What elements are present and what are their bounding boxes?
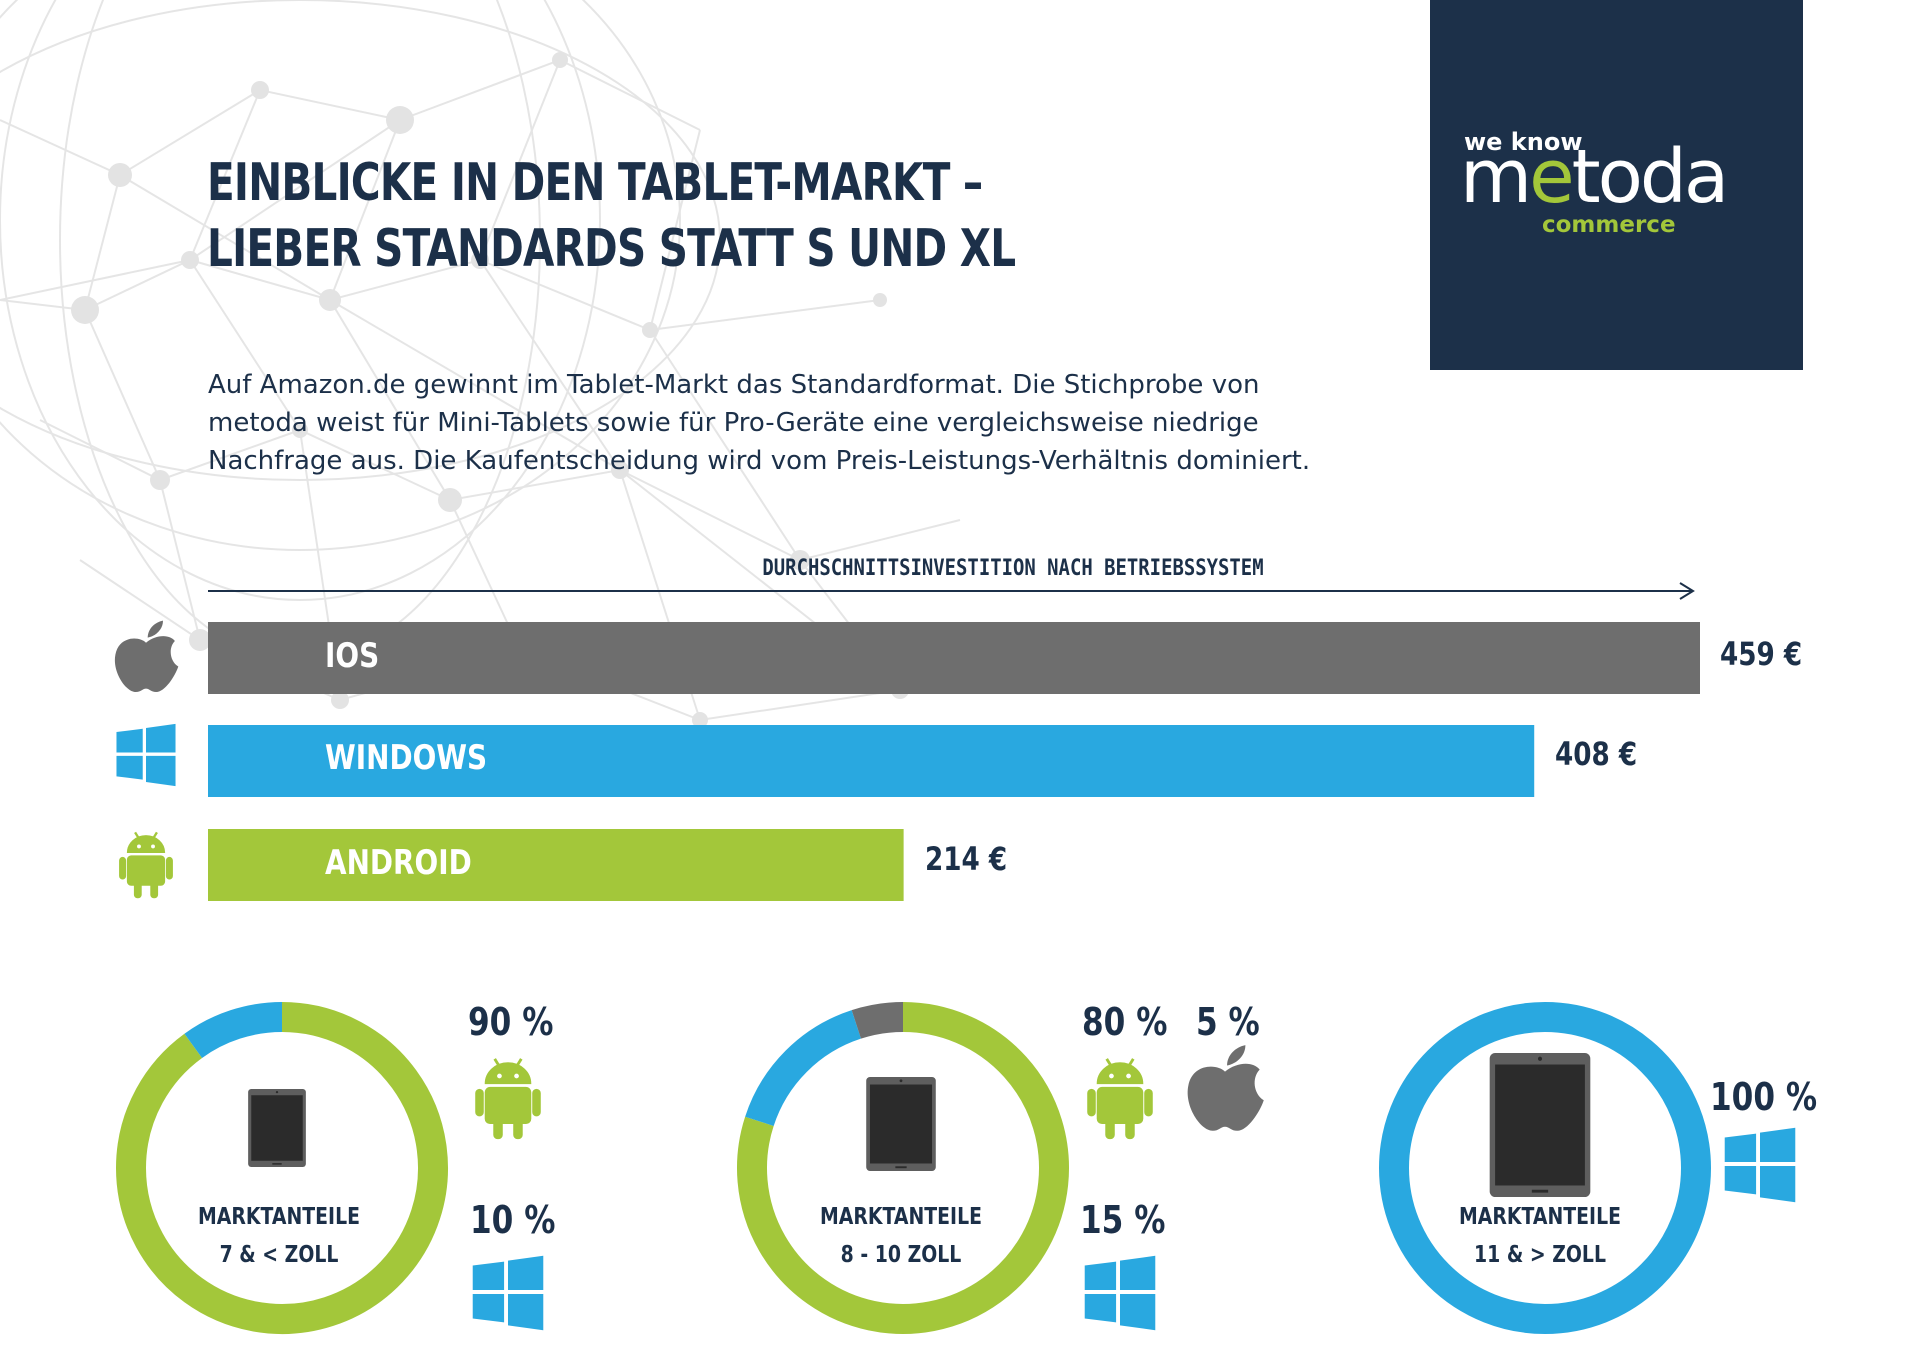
donut-caption-medium-line-1: MARKTANTEILE [820,1204,982,1230]
donut-medium-segment-android [737,1002,1069,1334]
intro-line-3: Nachfrage aus. Die Kaufentscheidung wird… [208,446,1311,476]
logo-subtitle: commerce [1542,212,1676,238]
pct-small-android: 90 % [468,1000,554,1044]
donut-caption-medium: MARKTANTEILE 8 - 10 ZOLL [771,1198,1031,1274]
pct-large-windows: 100 % [1710,1075,1818,1119]
intro-line-2: metoda weist für Mini-Tablets sowie für … [208,408,1259,438]
bar-value-android: 214 € [925,840,1008,878]
android-icon [474,1057,542,1141]
pct-medium-ios: 5 % [1196,1000,1260,1044]
bar-axis-arrow [208,582,1695,600]
logo-wordmark-rest: toda [1571,134,1730,220]
pct-medium-android: 80 % [1082,1000,1168,1044]
bar-windows [208,725,1535,797]
page-title: EINBLICKE IN DEN TABLET-MARKT – LIEBER S… [207,150,1016,282]
donut-caption-large-line-2: 11 & > ZOLL [1474,1242,1606,1268]
pct-medium-windows: 15 % [1080,1198,1166,1242]
android-icon [1086,1057,1154,1141]
donut-small-segment-android [116,1002,448,1334]
windows-icon [472,1255,544,1331]
logo-wordmark: metoda [1460,140,1729,214]
donut-small-segment-windows [184,1002,283,1059]
windows-icon [116,723,176,787]
donut-caption-large: MARKTANTEILE 11 & > ZOLL [1410,1198,1670,1274]
apple-icon [114,620,179,692]
tablet-medium-icon [865,1076,937,1172]
bar-chart-title: DURCHSCHNITTSINVESTITION NACH BETRIEBSSY… [762,556,1264,581]
pct-small-windows: 10 % [470,1198,556,1242]
bar-label-android: ANDROID [325,843,472,883]
donut-caption-large-line-1: MARKTANTEILE [1459,1204,1621,1230]
apple-icon [1187,1045,1264,1131]
bar-label-windows: WINDOWS [325,738,488,778]
windows-icon [1724,1127,1796,1203]
windows-icon [1084,1255,1156,1331]
donut-caption-medium-line-2: 8 - 10 ZOLL [840,1242,962,1268]
bar-label-ios: IOS [325,636,380,676]
page-title-line-1: EINBLICKE IN DEN TABLET-MARKT – [207,153,983,213]
donut-medium-segment-windows [745,1010,862,1127]
donut-medium-segment-ios [851,1002,904,1039]
intro-line-1: Auf Amazon.de gewinnt im Tablet-Markt da… [208,370,1260,400]
bar-value-ios: 459 € [1720,635,1803,673]
intro-paragraph: Auf Amazon.de gewinnt im Tablet-Markt da… [208,366,1408,480]
logo-wordmark-e: e [1529,134,1574,220]
bar-value-windows: 408 € [1555,735,1638,773]
donut-large-segment-windows [1379,1002,1711,1334]
bar-android [208,829,904,901]
donut-caption-small-line-1: MARKTANTEILE [198,1204,360,1230]
donut-caption-small: MARKTANTEILE 7 & < ZOLL [149,1198,409,1274]
tablet-large-icon [1488,1051,1592,1199]
page-title-line-2: LIEBER STANDARDS STATT S UND XL [207,219,1016,280]
donut-caption-small-line-2: 7 & < ZOLL [219,1242,339,1268]
logo-wordmark-m: m [1460,134,1532,220]
tablet-small-icon [247,1088,307,1168]
bar-ios [208,622,1700,694]
metoda-logo: we know metoda commerce [1430,0,1803,370]
android-icon [118,831,174,900]
logo-tagline: we know [1464,128,1583,156]
